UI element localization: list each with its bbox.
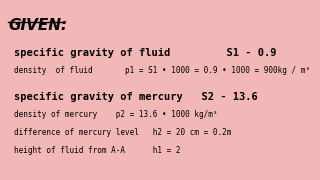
Text: specific gravity of mercury   S2 - 13.6: specific gravity of mercury S2 - 13.6 [14, 92, 258, 102]
Text: difference of mercury level   h2 = 20 cm = 0.2m: difference of mercury level h2 = 20 cm =… [14, 128, 231, 137]
Text: specific gravity of fluid         S1 - 0.9: specific gravity of fluid S1 - 0.9 [14, 48, 276, 58]
Text: density of mercury    p2 = 13.6 • 1000 kg/m³: density of mercury p2 = 13.6 • 1000 kg/m… [14, 110, 218, 119]
Text: GIVEN:: GIVEN: [8, 18, 67, 33]
Text: height of fluid from A-A      h1 = 2: height of fluid from A-A h1 = 2 [14, 146, 180, 155]
Text: density  of fluid       p1 = S1 • 1000 = 0.9 • 1000 = 900kg / m³: density of fluid p1 = S1 • 1000 = 0.9 • … [14, 66, 310, 75]
